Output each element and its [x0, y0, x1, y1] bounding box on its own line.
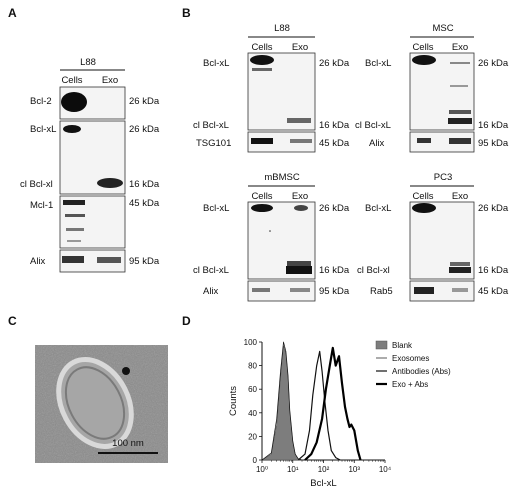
panel-a-row-label: Bcl-xL: [30, 124, 56, 135]
cell-line-label: PC3: [434, 172, 452, 183]
col-cells: Cells: [412, 42, 433, 53]
panel-b-letter: B: [182, 6, 191, 20]
panel-a-band: [97, 178, 123, 188]
series-1-curve: [261, 345, 303, 461]
panel-a-row-label: Bcl-2: [30, 96, 52, 107]
series-3-curve: [297, 350, 341, 461]
em-micrograph: 100 nm: [35, 345, 168, 463]
kda: 95 kDa: [478, 138, 509, 149]
col-exo: Exo: [292, 191, 308, 202]
panel-d-letter: D: [182, 314, 191, 328]
panel-a-band: [62, 256, 84, 263]
y-tick-label: 40: [248, 409, 257, 418]
row-label: Alix: [203, 286, 219, 297]
panel-a-col-cells: Cells: [61, 75, 82, 86]
panel-a-band: [65, 214, 85, 217]
kda: 26 kDa: [319, 58, 350, 69]
panel-a-band: [67, 240, 81, 242]
legend: Blank Exosomes Antibodies (Abs) Exo + Abs: [375, 340, 451, 389]
kda: 16 kDa: [319, 265, 350, 276]
y-tick-label: 100: [244, 338, 258, 347]
cell-line-label: mBMSC: [264, 172, 300, 183]
y-tick-label: 0: [253, 456, 258, 465]
kda: 95 kDa: [319, 286, 350, 297]
col-exo: Exo: [452, 42, 468, 53]
x-tick-label: 10⁴: [379, 465, 392, 474]
panel-c-letter: C: [8, 314, 17, 328]
x-axis-label: Bcl-xL: [310, 478, 336, 489]
legend-entry: Antibodies (Abs): [392, 367, 451, 376]
y-tick-label: 60: [248, 385, 257, 394]
row-label: Bcl-xL: [365, 58, 391, 69]
kda: 26 kDa: [478, 58, 509, 69]
kda: 26 kDa: [319, 203, 350, 214]
kda: 16 kDa: [478, 120, 509, 131]
panel-a-cell-line: L88: [80, 57, 96, 68]
panel-b-blot-mbmsc: mBMSC Cells Exo Bcl-xL 26 kDa cl Bcl-xL …: [193, 172, 350, 302]
cell-line-label: L88: [274, 23, 290, 34]
legend-swatch: [375, 340, 388, 350]
row-label: cl Bcl-xL: [193, 265, 229, 276]
panel-b-blot-pc3: PC3 Cells Exo Bcl-xL 26 kDa cl Bcl-xl 16…: [357, 172, 509, 302]
kda: 45 kDa: [478, 286, 509, 297]
col-cells: Cells: [251, 191, 272, 202]
col-cells: Cells: [412, 191, 433, 202]
x-tick-label: 10²: [318, 465, 330, 474]
row-label: cl Bcl-xL: [193, 120, 229, 131]
kda: 45 kDa: [319, 138, 350, 149]
y-tick-label: 20: [248, 432, 257, 441]
flow-histogram: 0 20 40 60 80 100 10⁰ 10¹ 10² 10³ 10⁴ Counts Bcl-x…: [228, 338, 451, 489]
x-tick-label: 10⁰: [256, 465, 268, 474]
panel-a-kda: 16 kDa: [129, 179, 160, 190]
panel-a-kda: 95 kDa: [129, 256, 160, 267]
cell-line-label: MSC: [432, 23, 453, 34]
panel-a-row-label: Alix: [30, 256, 46, 267]
row-label: Bcl-xL: [203, 203, 229, 214]
legend-entry: Blank: [392, 341, 413, 350]
scale-bar-label: 100 nm: [112, 438, 144, 449]
panel-a-kda: 26 kDa: [129, 96, 160, 107]
col-exo: Exo: [292, 42, 308, 53]
y-axis-label: Counts: [228, 386, 239, 416]
col-exo: Exo: [452, 191, 468, 202]
panel-a-letter: A: [8, 6, 17, 20]
series-2-curve: [261, 341, 303, 461]
row-label: Bcl-xL: [365, 203, 391, 214]
x-tick-label: 10¹: [287, 465, 299, 474]
row-label: cl Bcl-xL: [355, 120, 391, 131]
panel-b-blot-l88: L88 Cells Exo Bcl-xL 26 kDa cl Bcl-xL 16…: [193, 23, 350, 153]
vesicle: [56, 357, 134, 449]
panel-b-blot-msc: MSC Cells Exo Bcl-xL 26 kDa cl Bcl-xL 16…: [355, 23, 509, 153]
kda: 26 kDa: [478, 203, 509, 214]
row-label: TSG101: [196, 138, 231, 149]
x-tick-label: 10³: [348, 465, 360, 474]
panel-a-band: [66, 228, 84, 231]
gold-particle: [122, 367, 130, 375]
row-label: Bcl-xL: [203, 58, 229, 69]
panel-a-band: [97, 257, 121, 263]
panel-a-blot-alix: [59, 249, 126, 273]
legend-entry: Exosomes: [392, 354, 429, 363]
kda: 16 kDa: [478, 265, 509, 276]
panel-a-band: [61, 92, 87, 112]
panel-a-band: [63, 125, 81, 133]
row-label: Rab5: [370, 286, 393, 297]
panel-a-col-exo: Exo: [102, 75, 118, 86]
row-label: Alix: [369, 138, 385, 149]
panel-a-row-label: Mcl-1: [30, 200, 53, 211]
col-cells: Cells: [251, 42, 272, 53]
series-4-curve: [304, 346, 362, 461]
panel-a-kda: 26 kDa: [129, 124, 160, 135]
legend-entry: Exo + Abs: [392, 380, 428, 389]
y-tick-label: 80: [248, 362, 257, 371]
panel-a-row-label: cl Bcl-xl: [20, 179, 53, 190]
kda: 16 kDa: [319, 120, 350, 131]
row-label: cl Bcl-xl: [357, 265, 390, 276]
panel-a-kda: 45 kDa: [129, 198, 160, 209]
panel-a-band: [63, 200, 85, 205]
